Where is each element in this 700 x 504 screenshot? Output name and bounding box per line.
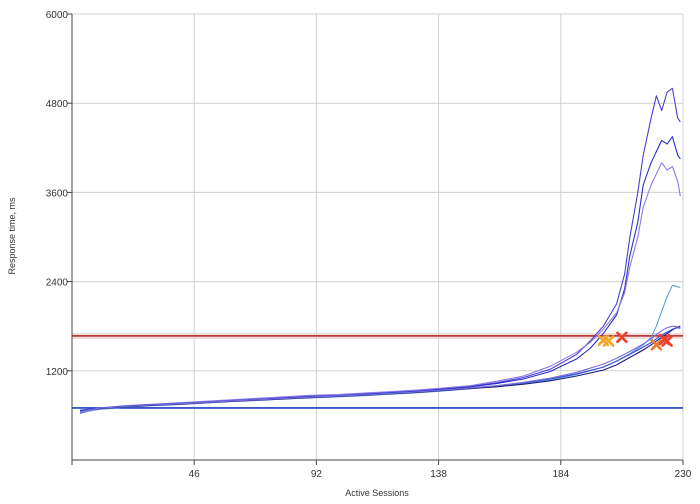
axes: 46 92 138 184 230 1200 2400 3600 4800 6000 xyxy=(46,10,692,480)
y-axis-title: Response time, ms xyxy=(7,197,17,275)
x-tick-label: 92 xyxy=(311,469,323,480)
x-axis-title: Active Sessions xyxy=(345,488,409,498)
series-line-3 xyxy=(79,162,681,413)
threshold-marker xyxy=(616,331,628,344)
series-lines xyxy=(79,87,681,414)
y-tick-label: 4800 xyxy=(46,99,69,110)
threshold-marker xyxy=(650,338,663,351)
y-tick-label: 3600 xyxy=(46,188,69,199)
threshold-marker xyxy=(602,335,615,347)
x-tick-label: 46 xyxy=(189,469,201,480)
x-tick-label: 138 xyxy=(430,469,447,480)
y-tick-label: 6000 xyxy=(46,10,69,21)
series-line-1 xyxy=(79,87,681,414)
threshold-markers xyxy=(597,331,673,351)
y-tick-label: 2400 xyxy=(46,278,69,289)
x-tick-label: 184 xyxy=(552,469,569,480)
y-tick-label: 1200 xyxy=(46,367,69,378)
threshold-marker xyxy=(661,335,673,347)
grid xyxy=(72,13,684,460)
series-line-7 xyxy=(79,325,681,413)
x-tick-label: 230 xyxy=(675,469,692,480)
reference-lines xyxy=(72,332,683,409)
